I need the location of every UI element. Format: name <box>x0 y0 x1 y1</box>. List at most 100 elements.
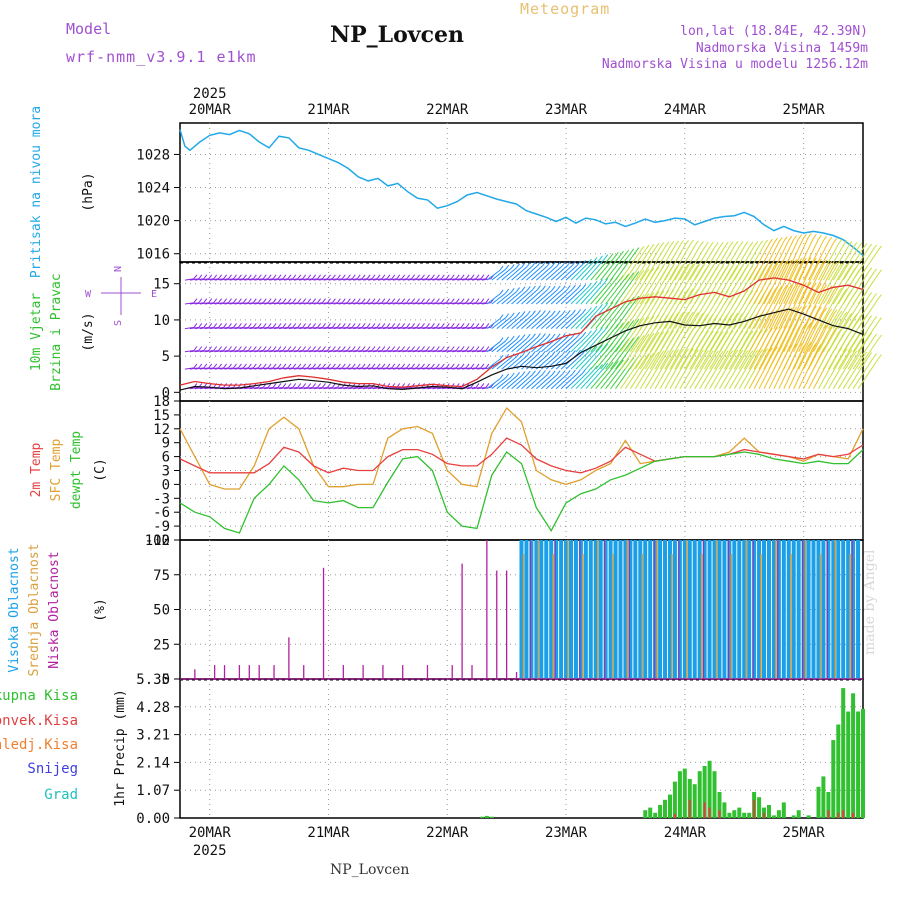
wind-barb <box>313 367 323 370</box>
wind-barb <box>585 282 606 305</box>
wind-barb-flag <box>455 363 460 369</box>
wind-barb-flag <box>803 257 807 263</box>
wind-barb <box>308 367 318 370</box>
wind-barb-flag <box>783 236 788 242</box>
precip-conv-bar <box>703 802 706 818</box>
wind-barb <box>264 326 274 330</box>
wind-barb <box>649 269 672 305</box>
precip-total-bar <box>776 810 781 818</box>
wind-barb-flag <box>312 298 317 304</box>
wind-barb <box>481 350 491 353</box>
wind-barb-flag <box>401 298 406 304</box>
precip-total-bar <box>479 816 484 818</box>
wind-barb-flag <box>465 346 470 351</box>
wind-barb <box>743 315 766 353</box>
wind-barb-flag <box>198 363 203 369</box>
wind-barb-flag <box>838 262 843 268</box>
wind-barb <box>738 244 761 281</box>
wind-barb <box>392 367 402 370</box>
wind-barb-flag <box>572 369 576 375</box>
wind-barb <box>620 358 642 389</box>
wind-barb-flag <box>759 329 764 335</box>
wind-barb-flag <box>878 354 882 359</box>
wind-barb <box>763 329 785 370</box>
wind-barb <box>427 278 437 281</box>
precip-total-bar <box>489 816 494 818</box>
wind-barb <box>837 318 860 353</box>
wind-barb-flag <box>445 363 450 369</box>
wind-barb-flag <box>749 350 754 355</box>
wind-barb <box>353 367 363 370</box>
wind-barb-flag <box>843 263 848 269</box>
wind-barb-flag <box>868 267 873 273</box>
y-tick-label: 9 <box>162 436 170 452</box>
wind-barb-flag <box>445 346 450 351</box>
wind-barb <box>224 302 234 305</box>
wind-barb <box>303 326 313 330</box>
wind-barb <box>269 386 279 390</box>
wind-barb <box>372 367 382 370</box>
wind-barb-flag <box>505 288 510 294</box>
wind-barb-flag <box>582 260 587 265</box>
wind-barb-flag <box>302 363 307 369</box>
wind-barb <box>610 341 632 370</box>
wind-barb <box>214 367 224 370</box>
wind-barb <box>382 326 392 330</box>
wind-barb-flag <box>440 363 445 369</box>
wind-barb-flag <box>406 298 411 304</box>
wind-barb <box>738 353 761 389</box>
wind-barb <box>269 367 279 370</box>
wind-barb-flag <box>277 363 282 369</box>
wind-barb-flag <box>327 383 331 388</box>
wind-barb-flag <box>499 354 504 360</box>
wind-barb <box>590 365 611 390</box>
wind-barb <box>516 337 533 353</box>
wind-barb <box>624 320 647 353</box>
wind-barb-flag <box>381 323 386 328</box>
wind-barb <box>565 288 584 305</box>
wind-barb-flag <box>505 373 510 379</box>
wind-barb <box>615 251 637 281</box>
wind-barb-flag <box>499 265 504 271</box>
wind-barb <box>773 310 795 353</box>
wind-barb <box>803 329 825 370</box>
wind-barb <box>471 350 481 353</box>
wind-barb <box>476 350 486 353</box>
wind-barb <box>669 315 691 353</box>
wind-barb <box>847 356 870 389</box>
wind-barb <box>664 244 686 281</box>
wind-barb-flag <box>356 274 361 280</box>
wind-barb <box>738 316 761 353</box>
wind-barb-flag <box>257 346 262 351</box>
wind-barb-flag <box>588 330 592 336</box>
wind-barb-flag <box>645 353 650 359</box>
wind-speed-line <box>179 308 864 391</box>
wind-barb <box>293 326 303 330</box>
y-tick-label: 0 <box>162 672 170 688</box>
wind-barb-flag <box>237 323 242 328</box>
wind-barb-flag <box>759 240 764 246</box>
wind-barb <box>857 298 879 329</box>
wind-barb <box>283 350 293 353</box>
wind-barb-flag <box>680 311 684 317</box>
wind-barb <box>214 278 224 281</box>
wind-barb <box>194 350 204 353</box>
wind-barb <box>427 350 437 353</box>
wind-barb <box>639 335 662 370</box>
wind-barb-flag <box>361 274 366 280</box>
wind-barb-flag <box>521 371 526 376</box>
wind-barb <box>679 245 701 281</box>
wind-barb <box>506 338 523 353</box>
wind-barb <box>600 326 621 353</box>
wind-barb-flag <box>566 261 571 267</box>
wind-barb <box>610 301 632 329</box>
wind-barb-flag <box>670 241 675 246</box>
wind-barb-flag <box>302 383 307 388</box>
wind-barb-flag <box>228 323 232 328</box>
wind-barb-flag <box>242 323 247 328</box>
wind-barb-flag <box>868 243 873 249</box>
precip-legend-item: Snijeg <box>27 761 78 777</box>
wind-barb <box>298 326 308 330</box>
precip-total-bar <box>851 693 856 818</box>
wind-barb-flag <box>430 274 435 280</box>
